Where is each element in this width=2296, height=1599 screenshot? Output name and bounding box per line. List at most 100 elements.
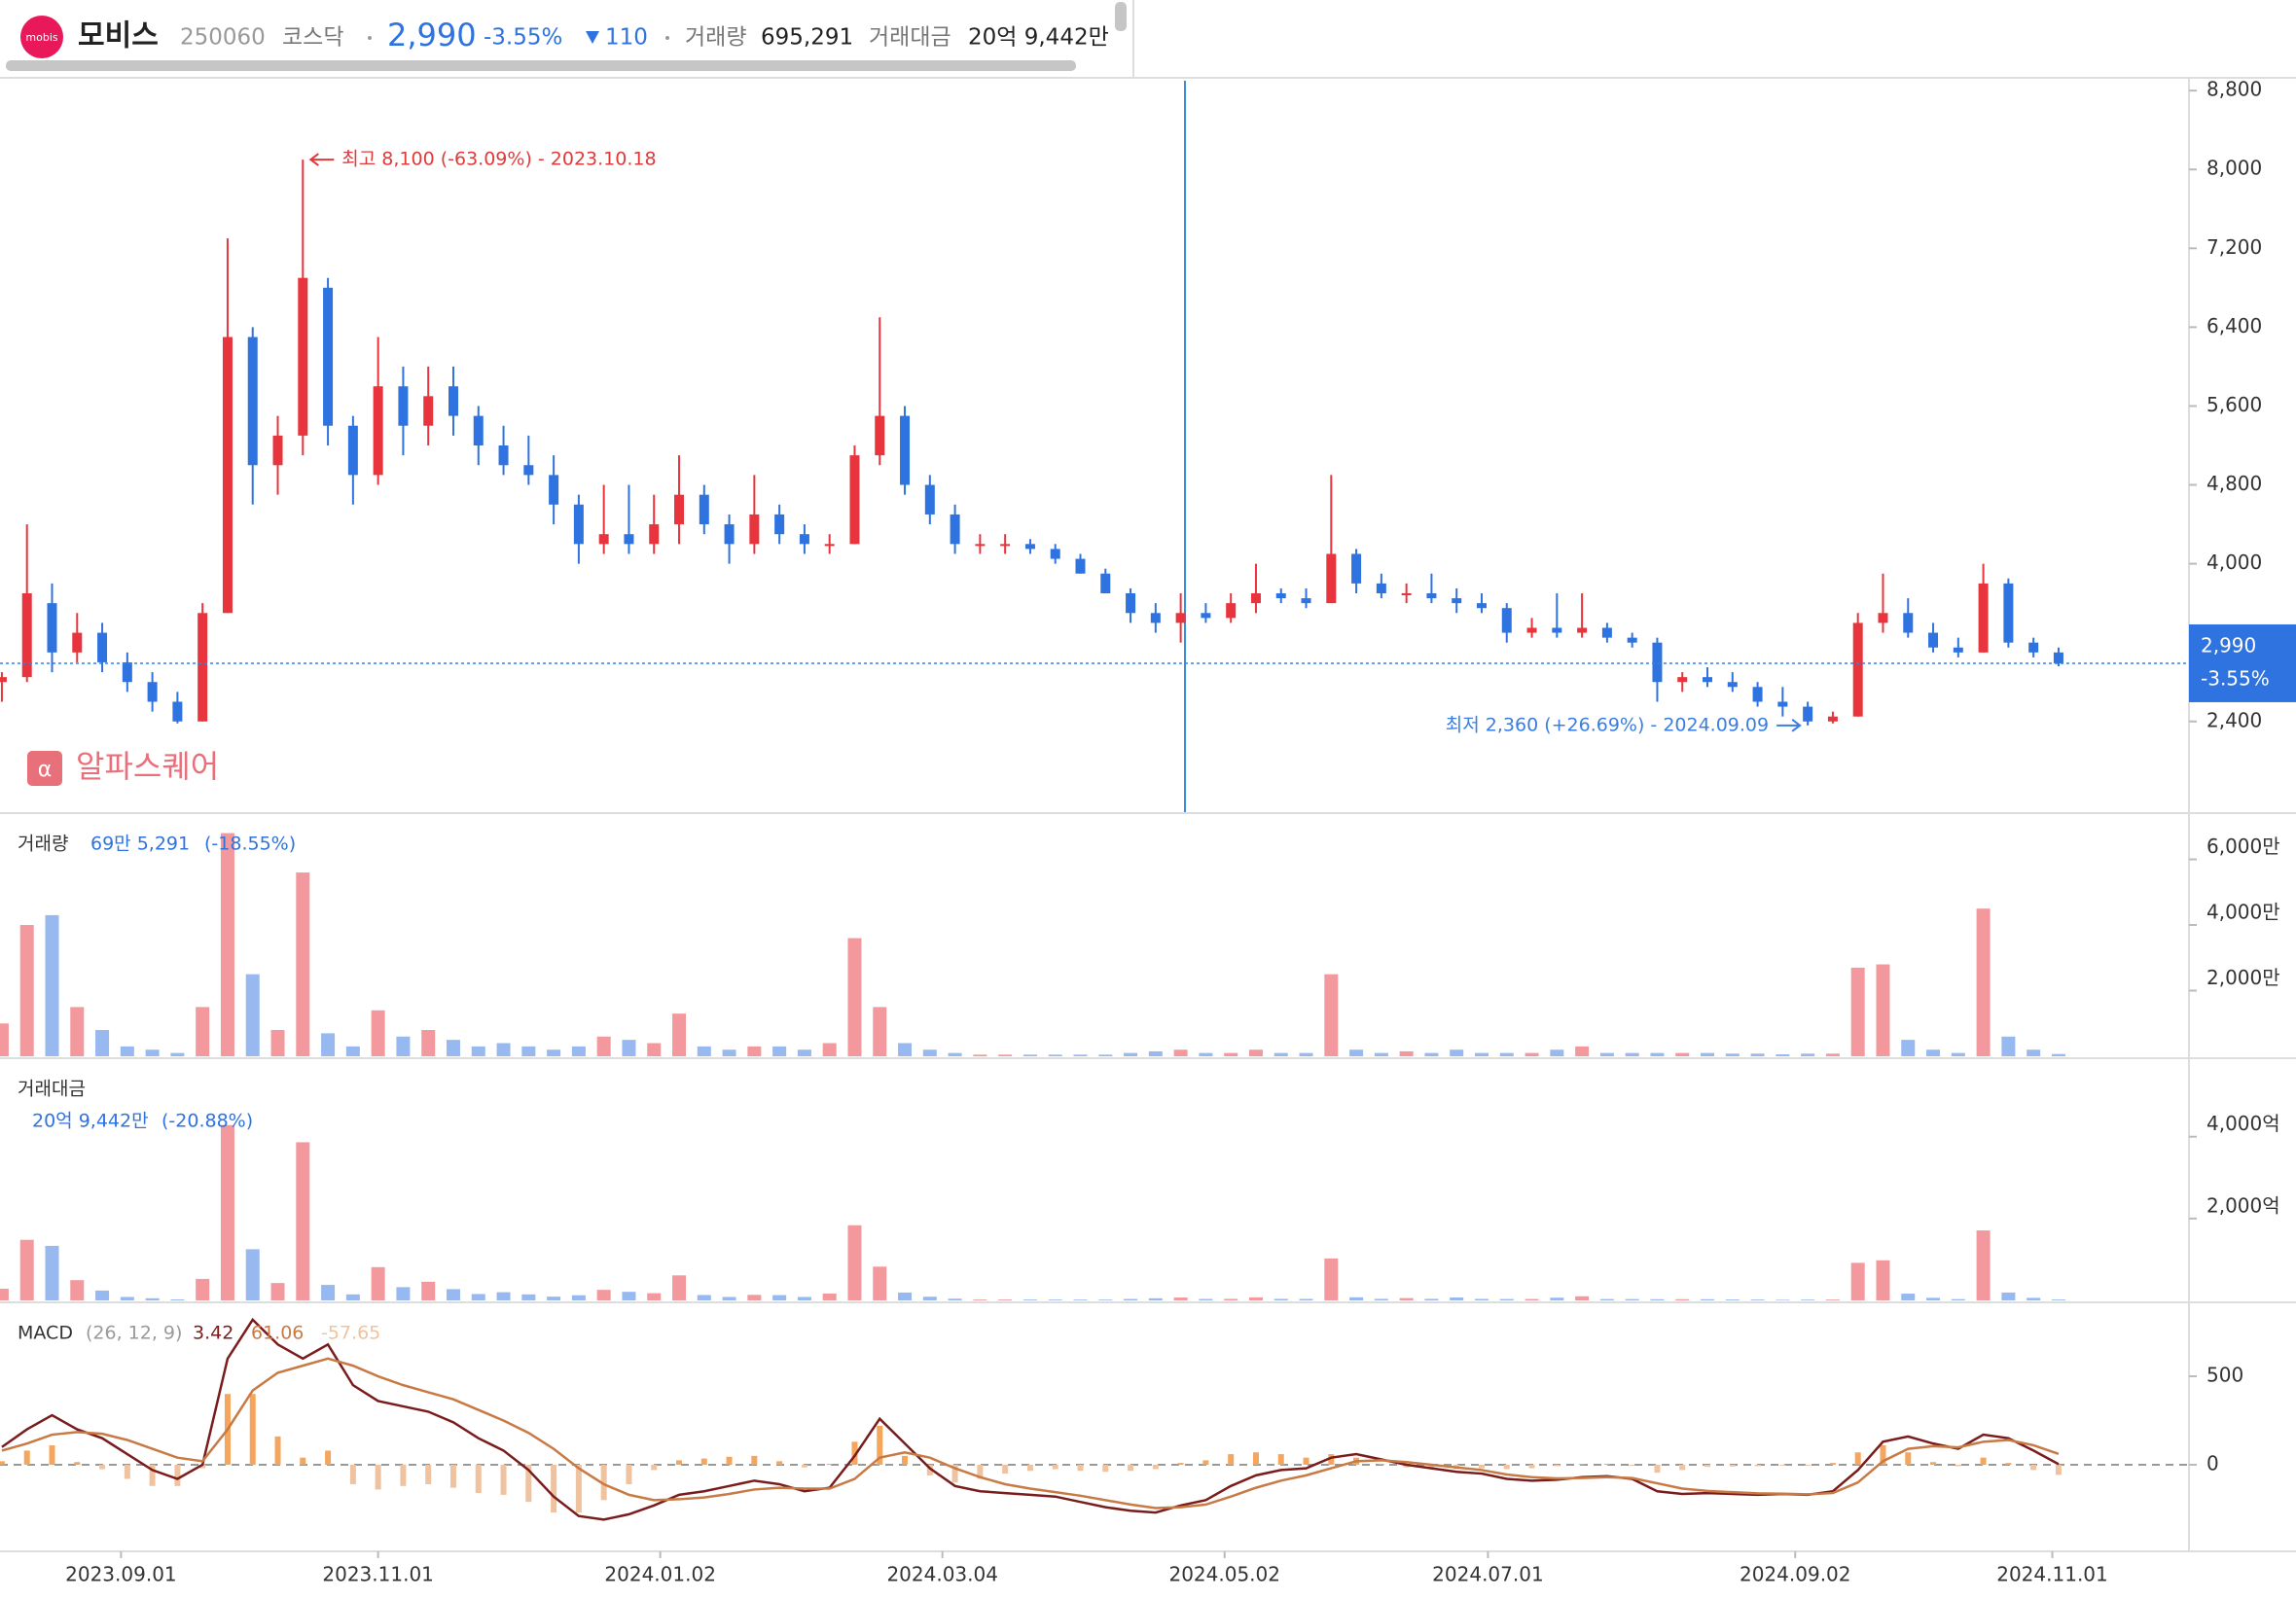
h-scrollbar[interactable] [6,60,1076,71]
candle-body [347,425,358,476]
bar [772,1046,787,1056]
candle-body [573,504,584,545]
candle-body [1201,613,1211,619]
bar [1550,1049,1564,1056]
bar [1474,1298,1489,1300]
bar [822,1293,837,1300]
bar [1124,1052,1138,1056]
macd-histogram [926,1464,933,1475]
bar [1876,964,1890,1056]
candle-body [1878,613,1888,623]
bar [421,1030,436,1056]
bar [1725,1299,1740,1300]
macd-histogram [2030,1464,2037,1471]
macd-histogram [1930,1462,1937,1465]
volume-label: 거래량 [685,25,746,51]
bar [296,1142,310,1300]
macd-histogram [1654,1464,1661,1474]
low-annotation: 최저 2,360 (+26.69%) - 2024.09.09 [1446,714,1769,735]
macd-histogram [475,1464,482,1494]
bar [1850,967,1865,1056]
low-arrow [1776,719,1802,732]
candle-body [924,484,935,515]
candle-body [2003,583,2014,643]
candle-body [1677,677,1688,683]
bar [948,1052,962,1056]
candle-body [649,524,660,545]
bar [2001,1292,2016,1300]
candle-body [147,682,158,702]
macd-histogram [300,1457,306,1465]
macd-histogram [1955,1464,1961,1467]
candle-body [72,632,83,653]
macd-histogram [449,1464,456,1488]
bar [521,1046,536,1056]
bar [998,1299,1013,1300]
bar [45,914,59,1056]
candle-body [624,534,634,545]
macd-histogram [776,1461,783,1465]
macd-histogram [575,1464,582,1513]
macd-histogram [274,1436,281,1465]
candle-body [122,661,132,683]
macd-histogram [1980,1457,1987,1465]
candle-body [1777,701,1788,707]
panel-title: 거래대금 [18,1079,86,1100]
macd-histogram [826,1464,833,1466]
candle-body [473,415,484,445]
candle-body [1275,593,1286,599]
bar [922,1297,937,1300]
bar [196,1278,210,1300]
candle-body [1126,593,1136,614]
candle-body [1501,608,1512,633]
bar [2027,1297,2041,1300]
y-tick-label: 0 [2206,1451,2219,1475]
bar [898,1043,913,1056]
bar [95,1030,110,1056]
candle-body [724,524,735,545]
candle-body [1627,637,1637,643]
separator [665,36,669,40]
bar [1525,1298,1539,1300]
bar [471,1294,485,1300]
candle-body [1601,627,1612,638]
bar [1701,1052,1715,1056]
stock-name[interactable]: 모비스 [78,19,159,53]
bar [1474,1052,1489,1056]
bar [1299,1298,1313,1300]
panel-current: 69만 5,291 [90,834,190,855]
bar [170,1298,185,1300]
bar [1098,1299,1113,1300]
v-scrollbar[interactable] [1115,2,1127,31]
x-tick-label: 2024.01.02 [604,1563,716,1586]
bar [747,1046,762,1056]
logo[interactable] [20,16,63,58]
bar [1750,1053,1765,1056]
candle-body [950,514,960,545]
bar [471,1046,485,1056]
bar [998,1054,1013,1056]
bar [1224,1298,1238,1300]
candle-body [1703,677,1713,683]
macd-histogram [1829,1463,1836,1465]
macd-histogram [877,1425,883,1465]
y-tick-label: 2,400 [2206,708,2262,731]
bar [847,1225,862,1300]
macd-histogram [1629,1464,1635,1466]
candle-body [1226,603,1237,619]
bar [1650,1052,1665,1056]
candle-body [1150,613,1161,623]
bar [1926,1049,1941,1056]
candle-body [1978,583,1989,653]
bar [396,1036,411,1056]
bar [822,1043,837,1056]
bar [245,1249,260,1300]
bar [1801,1053,1815,1056]
macd-histogram [0,1461,5,1465]
y-tick-label: 5,600 [2206,393,2262,416]
bar [421,1281,436,1300]
oscillator-value: -57.65 [321,1323,380,1344]
macd-histogram [525,1464,532,1503]
macd-histogram [1277,1454,1284,1465]
